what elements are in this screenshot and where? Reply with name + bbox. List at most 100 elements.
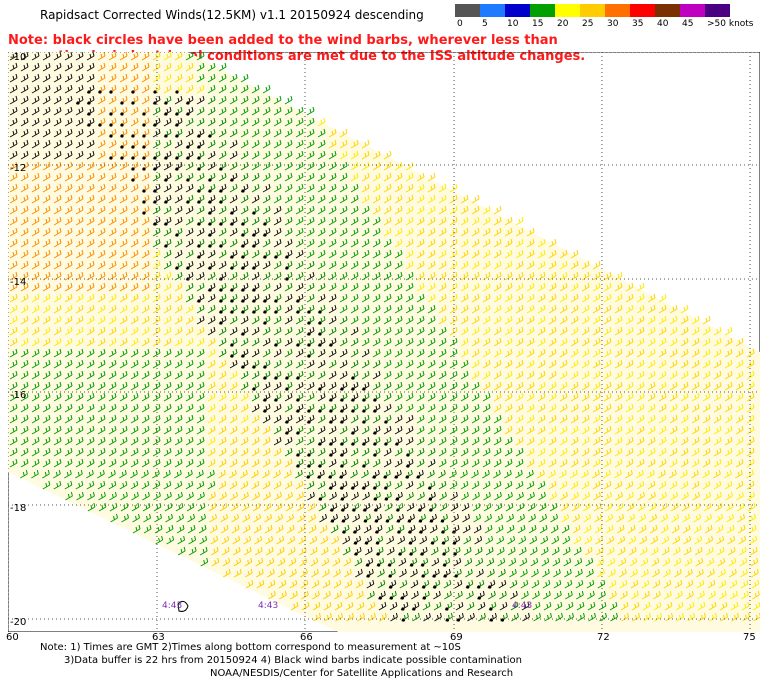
barb-flag <box>246 128 249 134</box>
barb-flag <box>389 150 392 156</box>
wind-barb <box>9 95 18 105</box>
wind-barb <box>53 73 62 83</box>
barb-flag <box>37 128 40 134</box>
wind-barb <box>273 106 282 116</box>
legend-unit-label: >50 knots <box>707 19 754 29</box>
wind-barb <box>86 52 95 61</box>
barb-flag <box>213 128 216 134</box>
barb-flag <box>188 119 191 125</box>
barb-flag <box>213 117 216 123</box>
wind-barb <box>163 84 172 94</box>
contamination-circle <box>208 244 212 248</box>
contamination-circle <box>109 90 113 94</box>
wind-barb <box>64 139 73 149</box>
wind-barb <box>75 52 84 61</box>
barb-flag <box>155 119 158 125</box>
wind-barb <box>64 106 73 116</box>
barb-flag <box>345 128 348 134</box>
barb-flag <box>235 95 238 101</box>
contamination-circle <box>164 134 168 138</box>
legend-tick-label: 10 <box>507 19 519 29</box>
barb-flag <box>221 86 224 92</box>
legend-swatch <box>630 4 655 17</box>
barb-flag <box>133 75 136 81</box>
barb-flag <box>642 282 645 288</box>
wind-barb <box>20 62 29 72</box>
wind-barb <box>141 62 150 72</box>
barb-flag <box>180 106 183 112</box>
contamination-circle <box>153 123 157 127</box>
barb-flag <box>169 106 172 112</box>
barb-flag <box>683 306 686 312</box>
contamination-circle <box>197 244 201 248</box>
contamination-circle <box>307 310 311 314</box>
wind-barb <box>284 106 293 116</box>
barb-flag <box>191 117 194 123</box>
wind-barb <box>207 73 216 83</box>
barb-flag <box>103 84 106 90</box>
contamination-circle <box>230 266 234 270</box>
barb-flag <box>169 117 172 123</box>
barb-flag <box>177 75 180 81</box>
contamination-circle <box>197 167 201 171</box>
barb-flag <box>122 130 125 136</box>
barb-flag <box>235 84 238 90</box>
contamination-circle <box>142 189 146 193</box>
barb-flag <box>147 52 150 57</box>
barb-flag <box>133 53 136 59</box>
barb-flag <box>56 53 59 59</box>
contamination-circle <box>197 134 201 138</box>
contamination-circle <box>219 167 223 171</box>
barb-flag <box>114 84 117 90</box>
barb-flag <box>34 141 37 147</box>
contamination-circle <box>230 222 234 226</box>
wind-barb <box>515 216 524 226</box>
wind-barb <box>317 128 326 138</box>
barb-flag <box>70 73 73 79</box>
wind-barb <box>9 62 18 72</box>
contamination-circle <box>186 266 190 270</box>
wind-barb <box>42 139 51 149</box>
barb-flag <box>12 108 15 114</box>
contamination-circle <box>197 222 201 226</box>
barb-flag <box>301 106 304 112</box>
barb-flag <box>202 117 205 123</box>
contamination-circle <box>307 332 311 336</box>
barb-flag <box>34 119 37 125</box>
wind-barb <box>196 62 205 72</box>
contamination-circle <box>120 101 124 105</box>
barb-flag <box>100 97 103 103</box>
barb-flag <box>100 75 103 81</box>
barb-flag <box>235 117 238 123</box>
contamination-circle <box>109 123 113 127</box>
wind-barb <box>53 128 62 138</box>
barb-flag <box>12 141 15 147</box>
barb-flag <box>12 64 15 70</box>
wind-barb <box>273 95 282 105</box>
wind-barb <box>207 117 216 127</box>
barb-flag <box>78 141 81 147</box>
barb-flag <box>78 53 81 59</box>
barb-flag <box>158 128 161 134</box>
barb-flag <box>15 52 18 57</box>
barb-flag <box>15 84 18 90</box>
barb-flag <box>147 62 150 68</box>
barb-flag <box>15 139 18 145</box>
contamination-circle <box>219 277 223 281</box>
wind-barb <box>42 95 51 105</box>
barb-flag <box>455 183 458 189</box>
wind-barb <box>108 62 117 72</box>
wind-barb <box>53 62 62 72</box>
barb-flag <box>697 315 700 321</box>
barb-flag <box>166 53 169 59</box>
barb-flag <box>23 130 26 136</box>
wind-barb <box>31 52 40 61</box>
barb-flag <box>177 86 180 92</box>
contamination-circle <box>263 233 267 237</box>
barb-flag <box>301 128 304 134</box>
barb-flag <box>144 130 147 136</box>
barb-flag <box>554 238 557 244</box>
barb-flag <box>114 73 117 79</box>
barb-flag <box>70 95 73 101</box>
barb-flag <box>265 97 268 103</box>
